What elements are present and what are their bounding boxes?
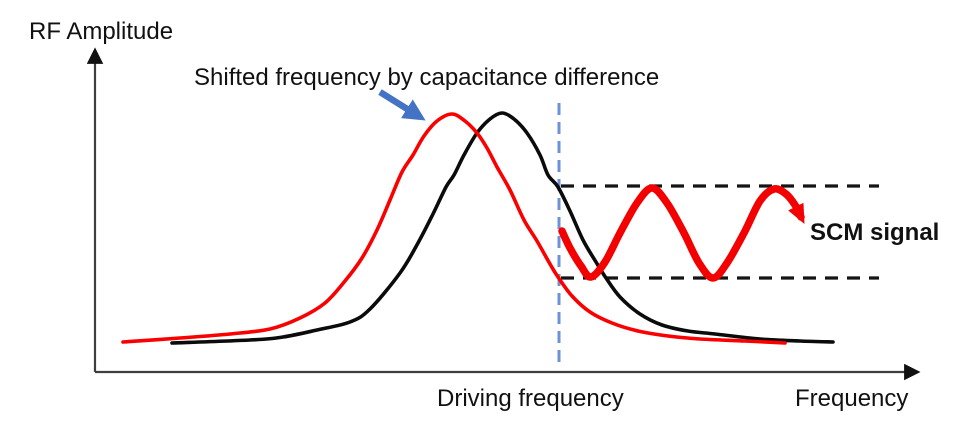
annotation-arrow bbox=[378, 89, 426, 121]
driving-frequency-label: Driving frequency bbox=[437, 385, 624, 412]
y-axis-label: RF Amplitude bbox=[29, 18, 174, 45]
scm-signal-label: SCM signal bbox=[810, 219, 940, 246]
shifted-frequency-annotation: Shifted frequency by capacitance differe… bbox=[194, 64, 660, 91]
x-axis-label: Frequency bbox=[795, 385, 909, 412]
scm-signal-wave bbox=[558, 184, 805, 282]
original-resonance-curve bbox=[170, 111, 835, 345]
shifted-resonance-curve bbox=[121, 112, 787, 345]
